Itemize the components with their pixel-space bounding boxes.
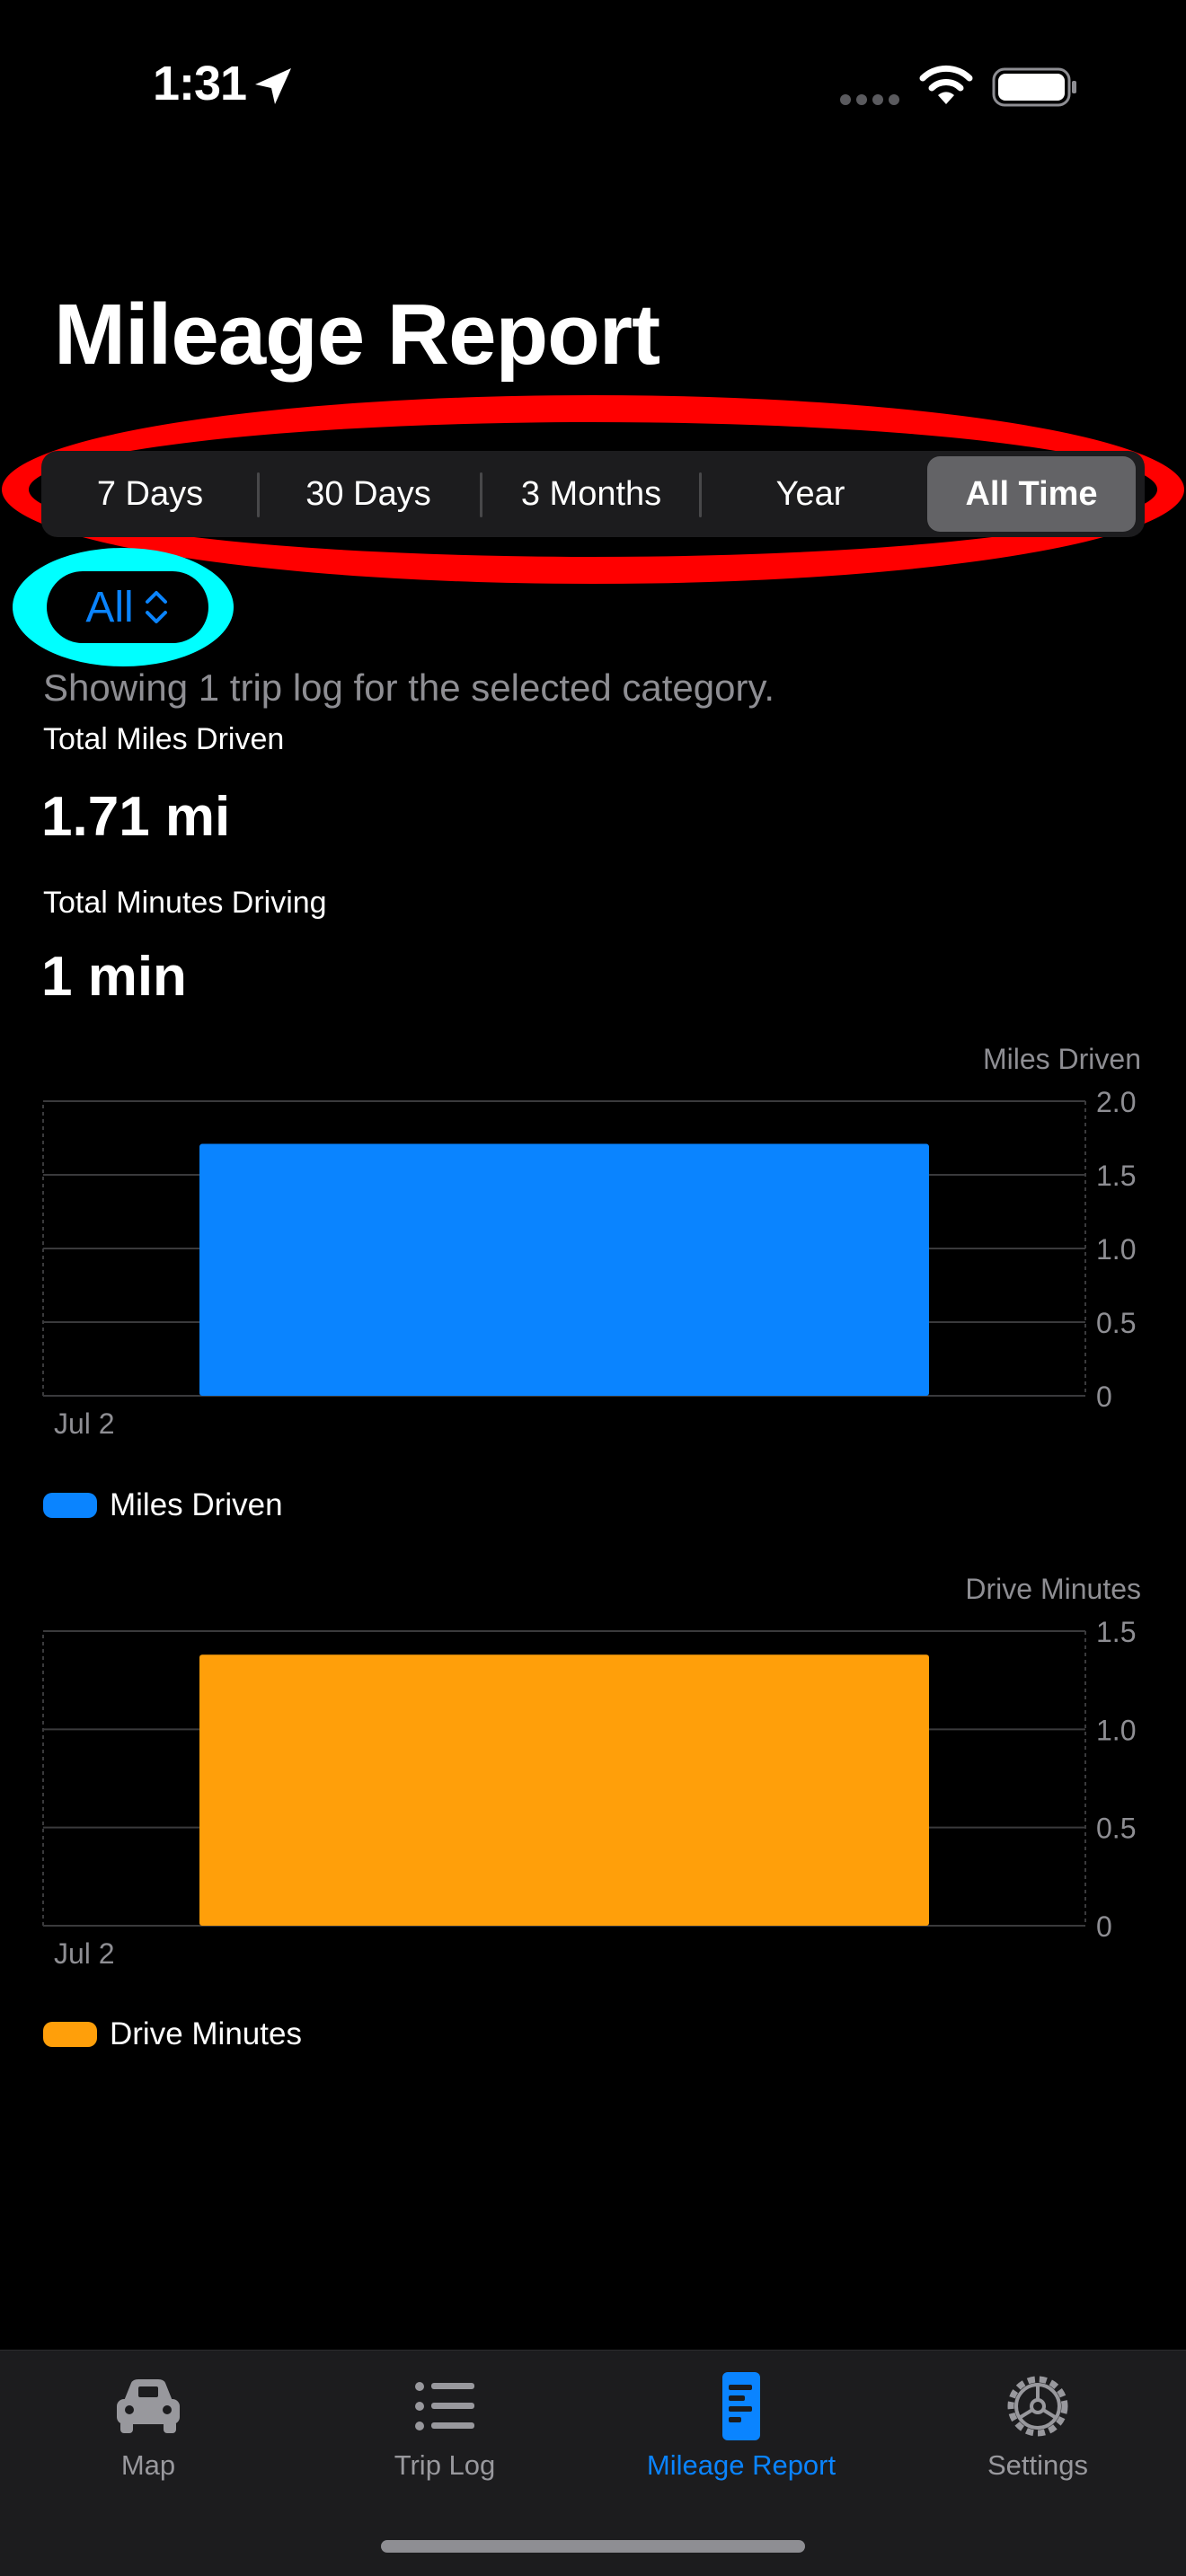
- battery-icon: [992, 67, 1076, 107]
- tab-label: Settings: [987, 2449, 1088, 2481]
- segment-3-months[interactable]: 3 Months: [520, 474, 662, 513]
- segment-divider: [257, 472, 260, 517]
- cellular-signal-icon: [840, 94, 899, 105]
- segment-divider: [699, 472, 702, 517]
- tab-label: Map: [120, 2449, 176, 2481]
- category-picker[interactable]: All: [47, 571, 208, 643]
- miles-legend: Miles Driven: [43, 1487, 283, 1523]
- y-tick-label: 1.0: [1096, 1714, 1136, 1746]
- list-icon: [415, 2382, 474, 2430]
- segment-divider: [480, 472, 482, 517]
- total-minutes-label: Total Minutes Driving: [43, 886, 327, 920]
- tab-label: Trip Log: [394, 2449, 496, 2481]
- minutes-legend: Drive Minutes: [43, 2016, 302, 2052]
- y-tick-label: 0.5: [1096, 1813, 1136, 1845]
- location-arrow-icon: [255, 68, 291, 104]
- home-indicator: [381, 2540, 805, 2553]
- total-miles-value: 1.71 mi: [41, 786, 231, 848]
- legend-label: Miles Driven: [110, 1487, 283, 1522]
- tab-settings[interactable]: Settings: [890, 2369, 1186, 2503]
- wifi-icon: [919, 65, 973, 104]
- segment-all-time[interactable]: All Time: [927, 456, 1136, 532]
- report-icon: [722, 2372, 760, 2440]
- segment-7-days[interactable]: 7 Days: [96, 474, 204, 513]
- tab-label: Mileage Report: [646, 2449, 836, 2481]
- bar: [199, 1654, 929, 1926]
- legend-swatch: [43, 1493, 97, 1518]
- y-tick-label: 0: [1096, 1381, 1112, 1413]
- gear-icon: [1007, 2376, 1068, 2437]
- legend-label: Drive Minutes: [110, 2016, 302, 2051]
- tab-map[interactable]: Map: [0, 2369, 296, 2503]
- bar: [199, 1143, 929, 1396]
- y-tick-label: 0: [1096, 1910, 1112, 1943]
- tab-trip-log[interactable]: Trip Log: [296, 2369, 593, 2503]
- x-tick-label: Jul 2: [54, 1937, 115, 1970]
- status-time: 1:31: [153, 57, 247, 110]
- segment-30-days[interactable]: 30 Days: [305, 474, 431, 513]
- trip-count-caption: Showing 1 trip log for the selected cate…: [43, 666, 775, 709]
- y-tick-label: 1.5: [1096, 1160, 1136, 1192]
- legend-swatch: [43, 2022, 97, 2047]
- segment-year[interactable]: Year: [775, 474, 845, 513]
- tab-mileage-report[interactable]: Mileage Report: [593, 2369, 890, 2503]
- y-tick-label: 1.0: [1096, 1233, 1136, 1266]
- drive-minutes-chart: Drive Minutes 0 0.5 1.0 1.5 Jul 2: [42, 1573, 1141, 1970]
- chevron-up-down-icon: [145, 591, 167, 623]
- category-picker-value: All: [85, 583, 134, 631]
- car-icon: [117, 2379, 180, 2433]
- chart-title: Miles Driven: [983, 1043, 1141, 1075]
- total-minutes-value: 1 min: [41, 946, 187, 1008]
- x-tick-label: Jul 2: [54, 1407, 115, 1440]
- page-title: Mileage Report: [54, 287, 660, 383]
- y-tick-label: 2.0: [1096, 1086, 1136, 1118]
- y-tick-label: 0.5: [1096, 1307, 1136, 1339]
- total-miles-label: Total Miles Driven: [43, 722, 285, 756]
- time-range-segmented-control[interactable]: 7 Days 30 Days 3 Months Year All Time: [41, 451, 1145, 537]
- tab-bar: Map Trip Log Mileage Report Settings: [0, 2350, 1186, 2576]
- miles-driven-chart: Miles Driven 0 0.5 1.0 1.5 2.0 Jul 2: [42, 1043, 1141, 1440]
- chart-title: Drive Minutes: [965, 1573, 1141, 1605]
- y-tick-label: 1.5: [1096, 1616, 1136, 1648]
